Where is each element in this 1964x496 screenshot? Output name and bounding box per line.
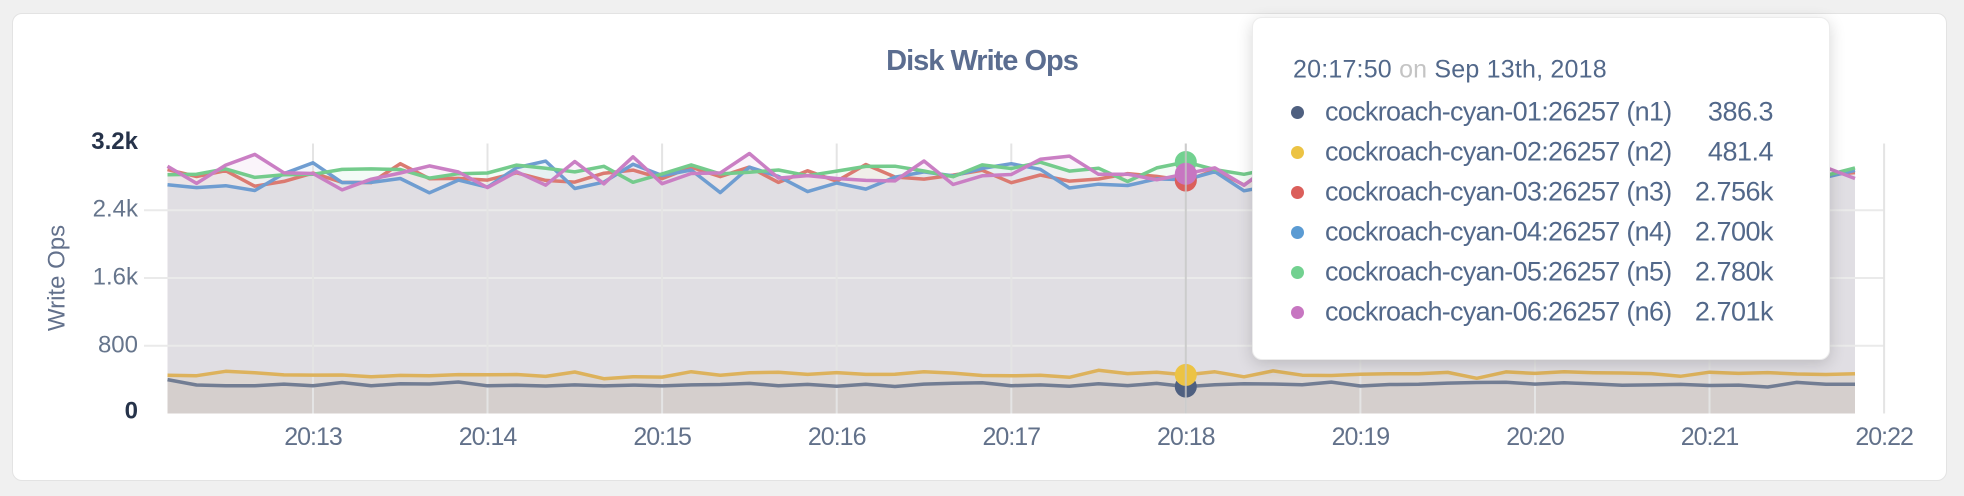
svg-text:3.2k: 3.2k: [91, 128, 138, 155]
svg-text:20:14: 20:14: [459, 423, 518, 451]
svg-text:20:17: 20:17: [983, 423, 1041, 451]
svg-text:Write Ops: Write Ops: [44, 225, 71, 331]
svg-text:20:19: 20:19: [1332, 423, 1390, 451]
svg-text:0: 0: [125, 398, 138, 425]
svg-text:20:16: 20:16: [808, 423, 866, 451]
svg-text:20:21: 20:21: [1681, 423, 1739, 451]
svg-text:20:18: 20:18: [1157, 423, 1215, 451]
svg-text:20:22: 20:22: [1855, 423, 1913, 451]
svg-text:800: 800: [98, 331, 138, 358]
svg-text:20:15: 20:15: [633, 423, 691, 451]
svg-text:20:20: 20:20: [1506, 423, 1564, 451]
svg-text:20:13: 20:13: [284, 423, 342, 451]
svg-text:2.4k: 2.4k: [93, 196, 139, 223]
svg-text:1.6k: 1.6k: [93, 264, 139, 291]
